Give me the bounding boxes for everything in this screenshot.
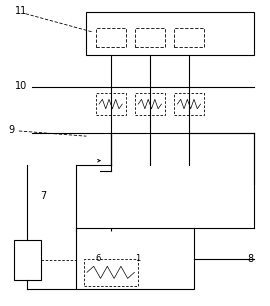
Text: 7: 7 bbox=[40, 191, 47, 201]
Bar bbox=[96, 93, 126, 115]
Text: 1: 1 bbox=[135, 254, 140, 263]
Bar bbox=[14, 240, 40, 280]
Bar bbox=[135, 28, 165, 47]
Text: 10: 10 bbox=[15, 81, 27, 91]
Text: 9: 9 bbox=[8, 125, 14, 135]
Text: 6: 6 bbox=[96, 254, 101, 263]
Bar bbox=[135, 93, 165, 115]
Text: 11: 11 bbox=[15, 6, 27, 16]
Bar bbox=[86, 12, 254, 55]
Bar bbox=[76, 228, 194, 289]
Bar bbox=[96, 28, 126, 47]
Bar bbox=[174, 93, 204, 115]
Bar bbox=[174, 28, 204, 47]
Bar bbox=[84, 259, 138, 286]
Text: 8: 8 bbox=[247, 254, 253, 263]
